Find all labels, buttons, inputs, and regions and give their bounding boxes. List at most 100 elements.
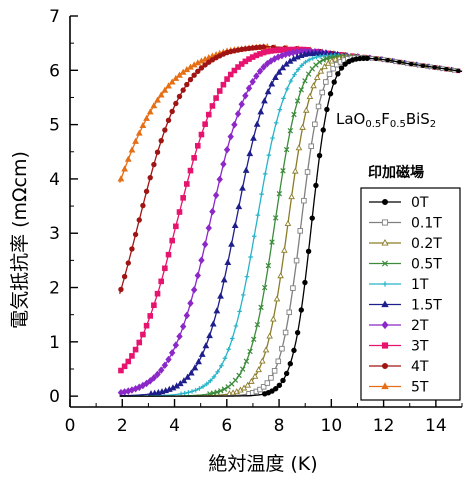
data-point [194,271,201,280]
data-point [255,366,262,373]
data-point [151,302,157,309]
data-point [381,198,388,205]
data-point [264,88,272,95]
data-point [184,373,191,380]
data-point [229,336,235,341]
data-point [215,369,220,375]
data-point [456,68,461,74]
data-point [162,127,168,133]
data-point [364,55,370,62]
data-point [319,89,325,96]
data-point [208,378,213,384]
data-point [173,223,179,230]
data-point [221,386,228,392]
data-point [264,380,271,386]
series-0T [119,55,463,397]
compound-part: F [381,110,390,128]
data-point [270,135,275,141]
data-point [147,313,154,319]
legend-label: 0.1T [411,216,442,232]
data-point [165,117,172,123]
data-point [172,341,180,349]
data-point [168,78,176,85]
data-point [381,260,389,267]
data-point [217,292,224,299]
legend-label: 1T [411,277,429,293]
data-point [186,390,191,395]
data-point [189,389,195,394]
data-point [276,382,283,389]
data-point [205,224,212,232]
data-point [195,68,201,75]
legend-entry-5T: 5T [369,380,429,396]
data-point [286,309,293,316]
data-point [284,220,292,226]
data-point [338,65,345,71]
compound-part: BiS [406,110,430,128]
data-point [444,66,449,72]
legend-label: 1.5T [411,298,442,314]
plot-layer [117,43,463,397]
data-point [176,71,183,78]
data-point [254,321,261,328]
data-point [257,108,265,115]
data-point [210,390,217,396]
data-point [261,284,268,291]
data-point [220,276,228,283]
data-point [269,388,275,394]
legend: 0T 0.1T 0.2T 0.5T 1T 1.5T 2T 3T 4T 5T [360,187,461,401]
data-point [306,93,314,99]
data-point [330,65,336,72]
data-point [231,221,239,229]
data-point [331,79,337,85]
data-point [259,357,266,364]
x-tick-label: 6 [221,416,232,436]
legend-entry-2T: 2T [369,318,429,334]
data-point [143,322,150,329]
data-point [150,102,158,109]
data-point [272,73,279,81]
data-point [304,169,311,175]
data-point [205,111,212,118]
data-point [201,240,209,249]
data-point [173,100,179,107]
data-point [227,132,234,141]
data-point [324,106,330,113]
data-point [233,323,239,329]
data-point [176,93,183,100]
data-point [273,295,281,302]
data-point [258,304,264,311]
data-point [187,76,194,83]
x-tick-label: 14 [425,416,447,436]
data-point [315,103,322,110]
data-point [432,65,438,70]
data-point [231,120,238,129]
data-point [381,238,389,246]
data-point [244,381,251,388]
data-point [381,382,389,390]
data-point [297,228,303,234]
data-point [143,379,150,388]
data-point [231,67,238,74]
data-point [132,231,139,238]
data-point [165,82,172,89]
data-point [121,273,128,280]
data-point [227,71,234,78]
data-point [293,257,300,264]
data-point [191,364,199,371]
data-point [150,374,158,382]
legend-label: 4T [411,359,429,375]
data-point [255,212,261,218]
data-point [277,107,283,112]
data-point [194,143,201,149]
data-point [236,372,242,379]
data-point [264,59,271,68]
data-point [247,348,253,355]
data-point [209,103,216,109]
data-point [292,72,297,77]
data-point [158,366,165,374]
data-point [136,339,143,346]
data-point [281,96,286,101]
data-point [232,377,239,383]
